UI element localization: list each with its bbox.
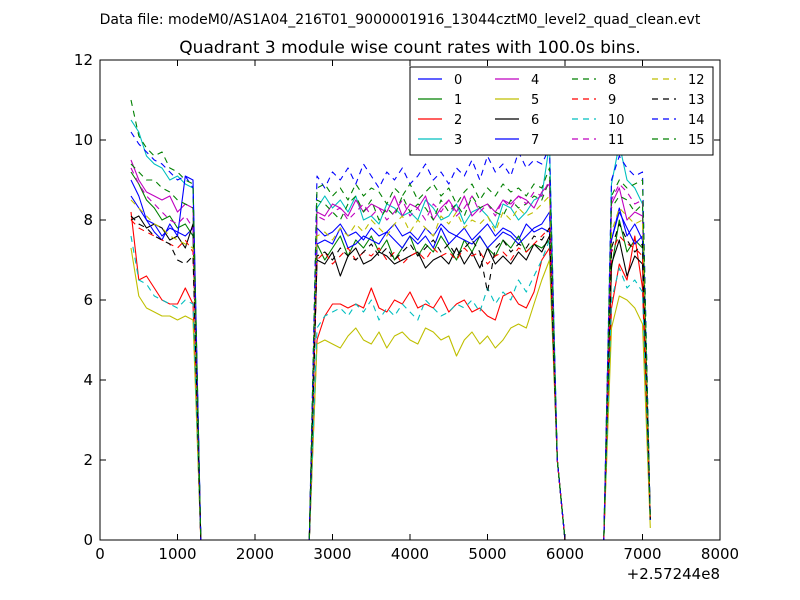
- y-tick-label: 4: [83, 371, 93, 389]
- legend-item-15: 15: [652, 133, 705, 148]
- series-line-15: [130, 99, 651, 541]
- legend-label: 2: [454, 113, 462, 128]
- legend-item-11: 11: [572, 133, 625, 148]
- legend-label: 3: [454, 133, 462, 148]
- y-tick-label: 8: [83, 211, 93, 229]
- y-tick-label: 2: [83, 451, 93, 469]
- legend-item-8: 8: [572, 73, 616, 88]
- legend-item-14: 14: [652, 113, 705, 128]
- figure-suptitle: Data file: modeM0/AS1A04_216T01_90000019…: [100, 12, 701, 28]
- legend-item-7: 7: [495, 133, 539, 148]
- y-tick-label: 12: [74, 51, 93, 69]
- x-tick-label: 2000: [236, 545, 274, 563]
- series-line-10: [130, 235, 651, 541]
- legend-item-2: 2: [418, 113, 462, 128]
- legend-item-10: 10: [572, 113, 625, 128]
- legend-item-6: 6: [495, 113, 539, 128]
- legend-label: 11: [608, 133, 625, 148]
- legend-label: 14: [688, 113, 705, 128]
- ticks-layer: 0 1000 2000 3000 4000 5000 6000 7000 80000246810…: [74, 51, 739, 563]
- legend-label: 13: [688, 93, 705, 108]
- legend-item-3: 3: [418, 133, 462, 148]
- series-line-12: [130, 195, 651, 541]
- legend-label: 4: [531, 73, 539, 88]
- legend-item-13: 13: [652, 93, 705, 108]
- x-tick-label: 4000: [391, 545, 429, 563]
- x-tick-label: 0: [95, 545, 105, 563]
- x-offset-label: +2.57244e8: [627, 565, 720, 583]
- x-tick-label: 7000: [623, 545, 661, 563]
- x-tick-label: 8000: [701, 545, 739, 563]
- chart-title: Quadrant 3 module wise count rates with …: [179, 38, 640, 58]
- series-line-13: [130, 215, 651, 541]
- legend-label: 10: [608, 113, 625, 128]
- y-tick-label: 6: [83, 291, 93, 309]
- legend-box: [409, 66, 714, 156]
- x-tick-label: 3000: [313, 545, 351, 563]
- legend-label: 12: [688, 73, 705, 88]
- legend-label: 15: [688, 133, 705, 148]
- legend-label: 9: [608, 93, 616, 108]
- series-line-11: [130, 167, 651, 541]
- y-tick-label: 10: [74, 131, 93, 149]
- legend-label: 5: [531, 93, 539, 108]
- legend-label: 6: [531, 113, 539, 128]
- legend-item-5: 5: [495, 93, 539, 108]
- legend-item-12: 12: [652, 73, 705, 88]
- legend-item-0: 0: [418, 73, 462, 88]
- plot-frame: [99, 59, 721, 541]
- legend-label: 0: [454, 73, 462, 88]
- x-tick-label: 1000: [158, 545, 196, 563]
- legend-label: 7: [531, 133, 539, 148]
- x-tick-label: 5000: [468, 545, 506, 563]
- legend-item-1: 1: [418, 93, 462, 108]
- x-tick-label: 6000: [546, 545, 584, 563]
- legend-label: 8: [608, 73, 616, 88]
- legend-item-4: 4: [495, 73, 539, 88]
- legend-item-9: 9: [572, 93, 616, 108]
- series-layer: [130, 99, 651, 541]
- y-tick-label: 0: [83, 531, 93, 549]
- legend-label: 1: [454, 93, 462, 108]
